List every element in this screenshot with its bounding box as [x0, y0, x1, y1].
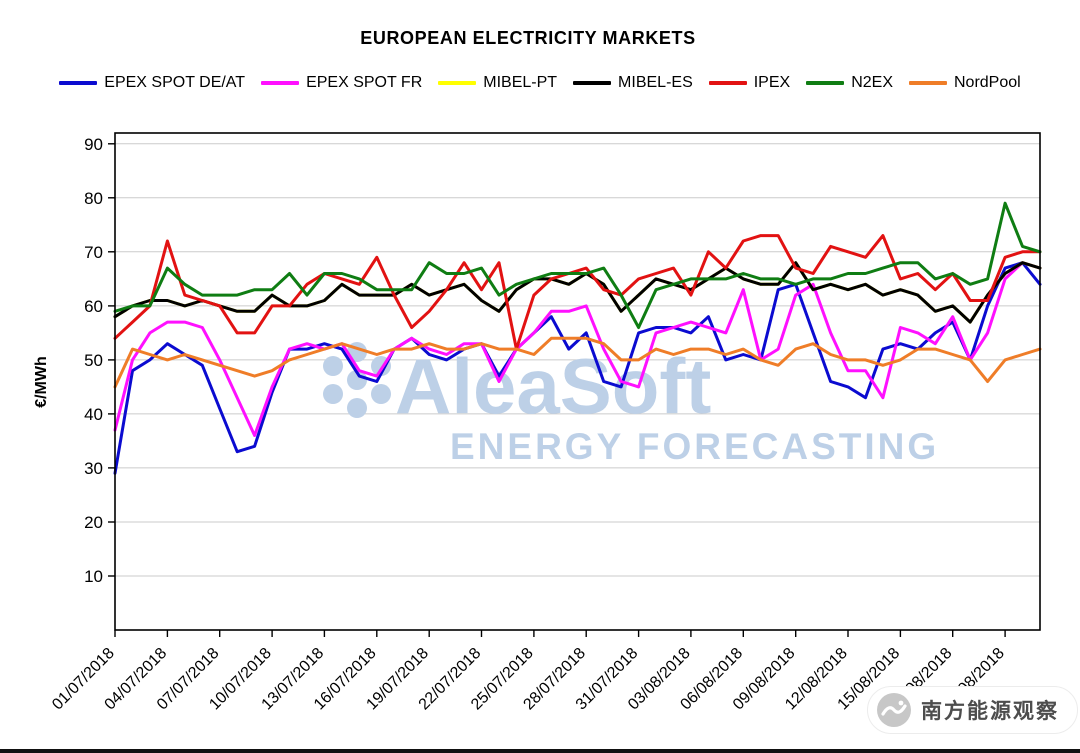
chart-legend: EPEX SPOT DE/AT EPEX SPOT FR MIBEL-PT MIBEL… — [0, 74, 1080, 92]
legend-item-ipex: IPEX — [708, 74, 791, 92]
y-tick-label: 70 — [84, 243, 103, 262]
legend-label: MIBEL-ES — [618, 74, 693, 91]
legend-item-epex-spot-fr: EPEX SPOT FR — [261, 74, 422, 92]
series-line-epex-spot-de-at — [113, 261, 1042, 475]
plot-border — [114, 132, 1041, 631]
y-tick-label: 60 — [84, 297, 103, 316]
legend-label: IPEX — [753, 74, 791, 91]
aleasoft-watermark: AleaSoft ENERGY FORECASTING — [323, 342, 939, 467]
aleasoft-brand-text: AleaSoft — [395, 342, 711, 430]
aleasoft-tagline-text: ENERGY FORECASTING — [450, 426, 939, 467]
publisher-logo-icon — [877, 693, 911, 727]
chart-title: EUROPEAN ELECTRICITY MARKETS — [360, 28, 696, 48]
publisher-watermark: 南方能源观察 — [867, 686, 1078, 734]
y-tick-label: 40 — [84, 405, 103, 424]
y-tick-label: 10 — [84, 567, 103, 586]
legend-swatch-epex-spot-de-at — [59, 81, 98, 85]
legend-swatch-n2ex — [806, 81, 845, 85]
legend-item-mibel-pt: MIBEL-PT — [438, 74, 557, 92]
legend-swatch-epex-spot-fr — [261, 81, 300, 85]
legend-item-nordpool: NordPool — [909, 74, 1021, 92]
legend-item-n2ex: N2EX — [806, 74, 893, 92]
y-tick-label: 20 — [84, 513, 103, 532]
y-tick-label: 80 — [84, 189, 103, 208]
legend-item-mibel-es: MIBEL-ES — [573, 74, 693, 92]
x-axis: 01/07/201804/07/201807/07/201810/07/2018… — [49, 630, 1008, 713]
legend-swatch-mibel-pt — [438, 81, 477, 85]
legend-label: N2EX — [851, 74, 893, 91]
y-tick-label: 30 — [84, 459, 103, 478]
y-tick-label: 50 — [84, 351, 103, 370]
series-line-epex-spot-fr — [113, 261, 1042, 437]
series-line-nordpool — [113, 336, 1042, 389]
legend-label: MIBEL-PT — [483, 74, 558, 91]
series-line-mibel-es — [113, 261, 1042, 324]
grid-lines — [115, 143, 1040, 577]
legend-label: NordPool — [954, 74, 1021, 91]
y-tick-label: 90 — [84, 135, 103, 154]
legend-swatch-mibel-es — [573, 81, 612, 85]
y-axis: 10 20 30 40 50 60 70 80 90 — [84, 135, 115, 586]
legend-item-epex-spot-de-at: EPEX SPOT DE/AT — [59, 74, 245, 92]
legend-swatch-ipex — [708, 81, 747, 85]
series-line-n2ex — [113, 201, 1042, 329]
y-axis-title: €/MWh — [33, 356, 50, 408]
bottom-border — [0, 749, 1080, 753]
series-line-ipex — [113, 234, 1042, 351]
legend-label: EPEX SPOT DE/AT — [104, 74, 246, 91]
legend-label: EPEX SPOT FR — [306, 74, 423, 91]
legend-swatch-nordpool — [909, 81, 947, 85]
publisher-watermark-text: 南方能源观察 — [921, 699, 1059, 723]
